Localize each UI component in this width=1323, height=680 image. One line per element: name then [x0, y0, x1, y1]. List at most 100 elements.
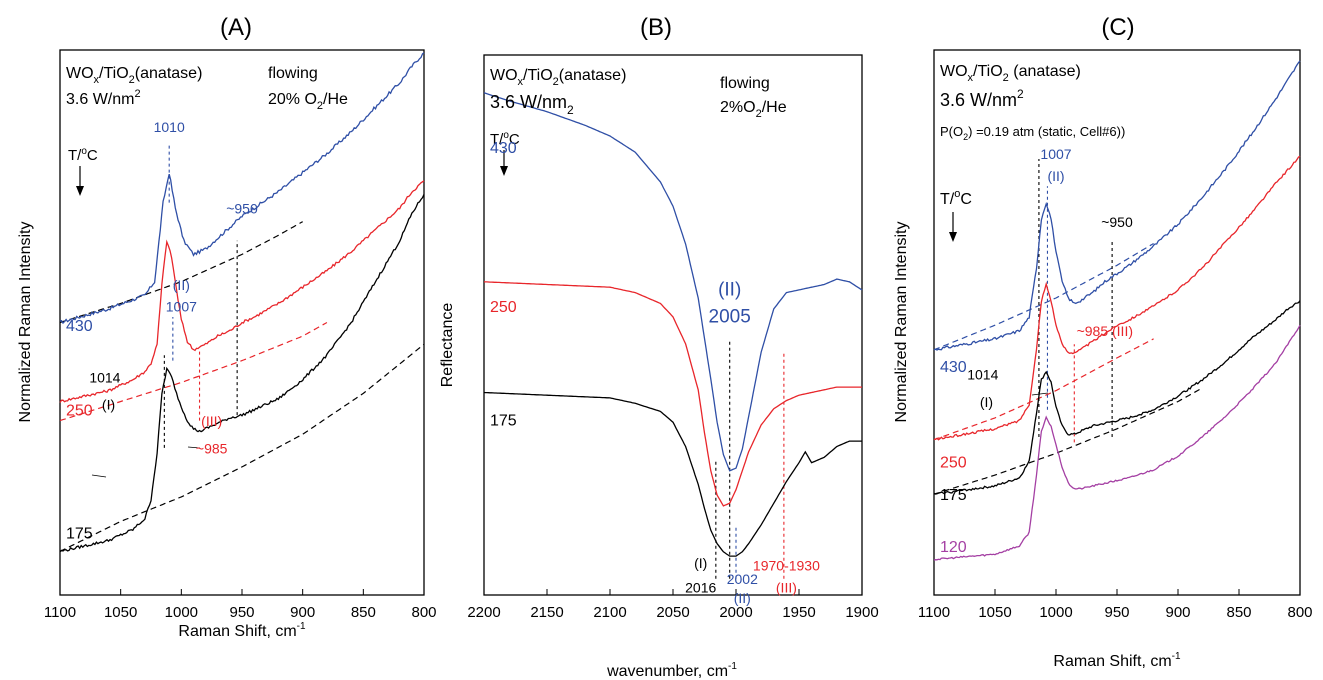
- panel-c-series-label-175: 175: [940, 487, 967, 504]
- panel-a-cond1-note: flowing: [268, 65, 318, 82]
- panel-a-series-label-175: 175: [66, 525, 93, 542]
- panel-b-series-175: [483, 391, 862, 557]
- panel-a-temp-note: T/oC: [68, 146, 98, 164]
- panel-a-xtick-label: 900: [290, 604, 315, 621]
- panel-a-annotation: ~950: [226, 201, 258, 217]
- panel-c-annotation: 1007: [1040, 146, 1071, 162]
- panel-b-xtick-label: 2150: [530, 604, 563, 621]
- panel-a-temp-arrow: [76, 166, 84, 196]
- panel-a-density-note: 3.6 W/nm2: [66, 88, 141, 108]
- panel-a-annotation: 1014: [89, 369, 120, 385]
- panel-a-xtick-label: 1050: [104, 604, 137, 621]
- panel-b-annotation: (II): [718, 279, 741, 300]
- panel-a-xtick-label: 950: [229, 604, 254, 621]
- panel-a-xtick-label: 1100: [44, 604, 76, 621]
- panel-a-sample-note: WOx/TiO2(anatase): [66, 65, 202, 86]
- panel-a-annotation: 1007: [166, 299, 197, 315]
- panel-c-annotation: ~985 (III): [1077, 323, 1133, 339]
- panel-c-xtick-label: 900: [1165, 604, 1190, 621]
- panel-c-xtick-label: 850: [1226, 604, 1251, 621]
- panel-b-density-note: 3.6 W/nm2: [490, 92, 574, 117]
- panel-c-density-note: 3.6 W/nm2: [940, 87, 1024, 110]
- panel-c-label: (C): [1101, 14, 1134, 41]
- panel-c-baseline: [933, 338, 1154, 441]
- panel-b-series-label-430: 430: [490, 140, 517, 157]
- panel-c-annotation: (I): [980, 394, 993, 410]
- panel-c-baseline: [933, 242, 1154, 351]
- panel-c-series-120: [933, 324, 1301, 561]
- panel-b-series-label-250: 250: [490, 299, 517, 316]
- panel-a-label: (A): [220, 14, 252, 41]
- panel-c: (C) 1100 1050 1000 950 900 850 800 WOx/TiO2 (a…: [893, 14, 1313, 670]
- panel-a-annotation: (I): [102, 397, 115, 413]
- panel-b-annotation: (I): [694, 555, 707, 571]
- panel-c-series-175: [933, 300, 1301, 495]
- panel-c-annotation: ~950: [1101, 214, 1133, 230]
- panel-b-xtick-label: 2200: [467, 604, 500, 621]
- panel-a-xtick-label: 1000: [165, 604, 198, 621]
- panel-c-annotation: 1014: [967, 367, 998, 383]
- panel-b-annotation: (III): [776, 579, 797, 595]
- panel-a-annotation: 1010: [154, 119, 185, 135]
- panel-b-cond2-note: 2%O2/He: [720, 99, 787, 120]
- panel-b-xtick-label: 1950: [782, 604, 815, 621]
- panel-c-series-label-250: 250: [940, 454, 967, 471]
- panel-a-series-label-250: 250: [66, 403, 93, 420]
- panel-a-baseline: [59, 221, 303, 324]
- panel-a: (A) 1100 1050 1000 950 900 850 800 WOx/TiO2(an…: [17, 14, 437, 640]
- panel-b-series-250: [483, 281, 862, 507]
- panel-b-frame: [483, 54, 863, 596]
- panel-b-annotation: (II): [734, 590, 751, 606]
- panel-b-annotation: 2005: [709, 306, 751, 327]
- panel-c-series-430: [933, 60, 1301, 351]
- panel-b: (B) 2200 2150 2100 2050 2000 1950 1900 WOx/TiO…: [439, 14, 879, 680]
- panel-b-annotation: 2016: [685, 579, 716, 595]
- panel-c-sample-note: WOx/TiO2 (anatase): [940, 63, 1081, 84]
- panel-a-series-175: [59, 194, 425, 553]
- panel-c-ylabel: Normalized Raman Intensity: [893, 222, 910, 423]
- panel-a-annotation: (III): [201, 413, 222, 429]
- panel-a-series-250: [59, 180, 425, 403]
- panel-b-xlabel: wavenumber, cm-1: [606, 661, 737, 680]
- panel-b-xtick-label: 2100: [593, 604, 626, 621]
- panel-b-xtick-label: 2050: [656, 604, 689, 621]
- panel-b-xtick-label: 2000: [719, 604, 752, 621]
- panel-c-series-label-430: 430: [940, 359, 967, 376]
- panel-b-series-430: [483, 92, 863, 472]
- panel-a-annotation: (II): [173, 277, 190, 293]
- panel-c-xtick-label: 950: [1104, 604, 1129, 621]
- panel-c-xtick-label: 800: [1287, 604, 1312, 621]
- panel-a-baseline: [59, 321, 328, 422]
- panel-b-label: (B): [640, 14, 672, 41]
- panel-c-temp-arrow: [949, 212, 957, 242]
- panel-c-xlabel: Raman Shift, cm-1: [1053, 651, 1181, 670]
- panel-c-series-250: [934, 155, 1301, 441]
- panel-a-ylabel: Normalized Raman Intensity: [17, 222, 34, 423]
- panel-a-xlabel: Raman Shift, cm-1: [178, 621, 306, 640]
- panel-b-temp-note: T/oC: [490, 130, 520, 148]
- panel-c-temp-note: T/oC: [940, 188, 972, 208]
- panel-b-cond1-note: flowing: [720, 75, 770, 92]
- panel-a-series-430: [59, 52, 425, 325]
- panel-a-cond2-note: 20% O2/He: [268, 91, 348, 112]
- panel-c-xtick-label: 1000: [1039, 604, 1072, 621]
- panel-c-xtick-label: 1100: [918, 604, 950, 621]
- panel-c-xtick-label: 1050: [978, 604, 1011, 621]
- panel-c-baseline: [933, 387, 1203, 495]
- panel-c-series-label-120: 120: [940, 539, 967, 556]
- panel-b-xtick-label: 1900: [845, 604, 878, 621]
- panel-b-temp-arrow: [500, 150, 508, 176]
- panel-a-series-label-430: 430: [66, 318, 93, 335]
- panel-b-sample-note: WOx/TiO2(anatase): [490, 67, 626, 88]
- panel-a-annotation: ~985: [196, 440, 228, 456]
- panel-b-annotation: 1970-1930: [753, 558, 820, 574]
- panel-b-ylabel: Reflectance: [439, 303, 456, 388]
- panel-a-xtick-label: 800: [411, 604, 436, 621]
- panel-b-series-label-175: 175: [490, 413, 517, 430]
- panel-a-baseline: [59, 343, 425, 552]
- panel-c-pressure-note: P(O2) =0.19 atm (static, Cell#6)): [940, 124, 1125, 142]
- panel-c-annotation: (II): [1047, 168, 1064, 184]
- panel-a-xtick-label: 850: [351, 604, 376, 621]
- panel-b-annotation: 2002: [727, 571, 758, 587]
